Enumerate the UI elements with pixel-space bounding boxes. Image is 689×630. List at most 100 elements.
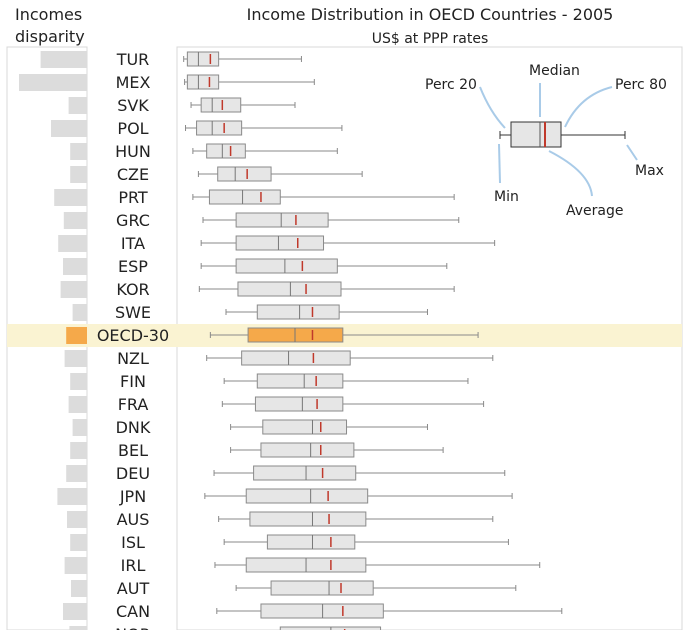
country-label: BEL <box>118 441 148 460</box>
row-aus: AUS <box>67 510 494 529</box>
disparity-bar <box>72 419 87 436</box>
disparity-bar <box>58 235 87 252</box>
row-ita: ITA <box>58 234 496 253</box>
legend-label-perc80: Perc 80 <box>615 77 667 93</box>
iqr-box <box>186 74 220 90</box>
row-grc: GRC <box>63 211 460 230</box>
disparity-bar <box>64 350 87 367</box>
row-kor: KOR <box>60 280 455 299</box>
row-esp: ESP <box>63 257 448 276</box>
legend-arrow-perc80 <box>564 86 613 128</box>
country-label: TUR <box>116 50 150 69</box>
row-aut: AUT <box>71 579 517 598</box>
legend-label-min: Min <box>494 189 519 205</box>
country-label: IRL <box>121 556 146 575</box>
disparity-bar <box>70 373 87 390</box>
chart-title: Income Distribution in OECD Countries - … <box>246 5 614 24</box>
iqr-box <box>237 281 342 297</box>
iqr-box <box>235 258 338 274</box>
country-label: DEU <box>116 464 150 483</box>
row-cze: CZE <box>70 165 363 184</box>
disparity-bar <box>70 166 87 183</box>
iqr-box <box>241 350 351 366</box>
country-label: JPN <box>119 487 146 506</box>
legend-arrow-perc20 <box>479 86 506 129</box>
iqr-box <box>208 189 281 205</box>
row-can: CAN <box>63 602 563 621</box>
disparity-bar <box>71 580 87 597</box>
legend-label-median: Median <box>529 63 580 79</box>
row-fin: FIN <box>70 372 469 391</box>
legend-box <box>510 121 562 148</box>
iqr-box <box>256 304 340 320</box>
iqr-box <box>206 143 246 159</box>
country-label: ESP <box>118 257 148 276</box>
disparity-bar <box>70 534 87 551</box>
row-isl: ISL <box>70 533 509 552</box>
disparity-bar <box>68 97 87 114</box>
row-nor: NOR <box>69 625 382 630</box>
iqr-box <box>186 51 220 67</box>
row-hun: HUN <box>70 142 338 161</box>
disparity-bar <box>72 304 87 321</box>
legend-arrow-max <box>626 144 638 161</box>
country-label: DNK <box>116 418 151 437</box>
disparity-bar <box>70 143 87 160</box>
row-prt: PRT <box>54 188 455 207</box>
row-deu: DEU <box>66 464 506 483</box>
disparity-bar <box>70 442 87 459</box>
country-label: ISL <box>121 533 145 552</box>
disparity-bar <box>69 626 87 630</box>
iqr-box <box>249 511 367 527</box>
iqr-box <box>217 166 272 182</box>
row-bel: BEL <box>70 441 444 460</box>
country-label: SVK <box>117 96 149 115</box>
legend-label-perc20: Perc 20 <box>425 77 477 93</box>
disparity-bar <box>64 557 87 574</box>
disparity-bar <box>57 488 87 505</box>
chart-subtitle: US$ at PPP rates <box>371 31 489 47</box>
row-fra: FRA <box>68 395 485 414</box>
country-label: CAN <box>116 602 150 621</box>
disparity-bar <box>67 511 87 528</box>
disparity-bar <box>51 120 87 137</box>
iqr-box <box>196 120 243 136</box>
country-label: NZL <box>117 349 149 368</box>
disparity-bar <box>63 603 87 620</box>
disparity-bar <box>54 189 87 206</box>
country-label: NOR <box>115 625 151 630</box>
iqr-box <box>235 212 329 228</box>
country-label: ITA <box>121 234 145 253</box>
disparity-bar <box>68 396 87 413</box>
row-irl: IRL <box>64 556 541 575</box>
disparity-header-line1: Incomes <box>15 5 83 24</box>
row-svk: SVK <box>68 96 296 115</box>
disparity-bar <box>40 51 87 68</box>
disparity-header-line2: disparity <box>15 27 85 46</box>
rows-layer: TUR MEX SVK POL HUN CZE PRT GRC ITA ESP KOR SWE OECD… <box>7 50 682 630</box>
legend-arrow-average <box>548 150 593 197</box>
row-nzl: NZL <box>64 349 494 368</box>
iqr-box <box>200 97 242 113</box>
row-mex: MEX <box>19 73 315 92</box>
country-label: SWE <box>115 303 151 322</box>
country-label: FIN <box>120 372 146 391</box>
row-pol: POL <box>51 119 343 138</box>
country-label: FRA <box>118 395 149 414</box>
country-label: OECD-30 <box>97 326 169 345</box>
disparity-bar <box>19 74 87 91</box>
iqr-box <box>270 580 374 596</box>
row-oecd-30: OECD-30 <box>7 324 682 347</box>
country-label: GRC <box>116 211 150 230</box>
row-jpn: JPN <box>57 487 513 506</box>
country-label: CZE <box>117 165 149 184</box>
country-label: MEX <box>116 73 151 92</box>
iqr-box <box>253 465 357 481</box>
iqr-box <box>254 396 344 412</box>
country-label: PRT <box>118 188 148 207</box>
country-label: AUT <box>117 579 150 598</box>
iqr-box <box>256 373 344 389</box>
legend-label-average: Average <box>566 203 624 219</box>
disparity-bar <box>66 465 87 482</box>
